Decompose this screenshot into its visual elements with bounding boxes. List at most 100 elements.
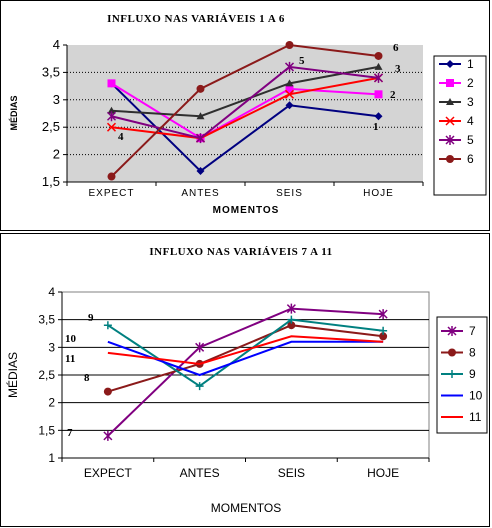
y-tick-label: 2 [48, 396, 55, 410]
y-tick-label: 3 [53, 92, 60, 107]
x-tick-label: ANTES [180, 466, 220, 480]
legend-marker [448, 348, 456, 357]
legend-label: 10 [469, 389, 483, 403]
data-point-3 [196, 112, 205, 120]
data-point-1 [374, 112, 383, 121]
x-tick-label: HOJE [363, 188, 394, 199]
series-line-7 [107, 307, 384, 437]
legend-label: 7 [469, 324, 476, 338]
annotation-3: 3 [395, 63, 401, 75]
data-point-6 [196, 84, 205, 93]
legend-item-4: 4 [439, 114, 474, 128]
legend-marker [446, 79, 454, 87]
data-point-2 [285, 84, 294, 93]
y-tick-label: 3,5 [42, 64, 60, 79]
data-point-1 [196, 167, 205, 176]
legend-label: 1 [467, 57, 474, 71]
data-point-4 [284, 89, 295, 99]
x-tick-label: ANTES [181, 188, 219, 199]
annotation-1: 1 [373, 121, 379, 133]
data-point-2 [107, 79, 116, 88]
legend-item-5: 5 [439, 133, 474, 147]
data-point-8 [287, 321, 296, 330]
y-tick-label: 1 [48, 451, 55, 465]
annotation-7: 7 [67, 427, 73, 439]
data-point-2 [374, 90, 383, 99]
data-point-6 [374, 51, 383, 60]
data-point-7 [103, 430, 113, 441]
y-tick-label: 2,5 [42, 119, 60, 134]
annotation-11: 11 [65, 353, 75, 365]
legend-label: 5 [467, 133, 474, 147]
legend-label: 8 [469, 346, 476, 360]
annotation-6: 6 [393, 42, 399, 54]
series-line-6 [110, 43, 379, 178]
series-line-2 [110, 82, 379, 140]
series-7 [103, 303, 388, 441]
data-point-8 [103, 387, 112, 396]
legend-item-11: 11 [441, 410, 482, 424]
series-8 [103, 321, 388, 396]
y-axis-title: MÉDIAS [5, 352, 20, 398]
annotation-2: 2 [390, 89, 396, 101]
y-tick-label: 4 [53, 37, 60, 52]
legend-marker [446, 60, 454, 68]
x-tick-label: EXPECT [88, 188, 134, 199]
y-axis-title: MÉDIAS [9, 95, 19, 130]
data-point-8 [379, 332, 388, 341]
x-axis-title: MOMENTOS [213, 205, 280, 216]
y-tick-label: 1,5 [38, 423, 55, 437]
y-tick-label: 2,5 [38, 368, 55, 382]
legend [433, 55, 487, 196]
series-11 [107, 335, 384, 365]
legend-marker [447, 326, 457, 336]
chart-variables-1-6: INFLUXO NAS VARIÁVEIS 1 A 6 1,5 2 2,5 3 3,5 4… [9, 13, 487, 216]
legend-marker [446, 98, 454, 105]
data-point-7 [286, 303, 296, 314]
data-point-7 [378, 309, 388, 320]
chart-variables-7-11: INFLUXO NAS VARIÁVEIS 7 A 11 1 1,5 2 2,5 3 3,… [5, 246, 488, 515]
data-point-5 [106, 111, 117, 122]
legend-item-10: 10 [441, 389, 483, 403]
legend-label: 9 [469, 367, 476, 381]
chart-panel-variables-7-11: INFLUXO NAS VARIÁVEIS 7 A 11 1 1,5 2 2,5 3 3,… [0, 233, 490, 527]
chart-title: INFLUXO NAS VARIÁVEIS 1 A 6 [107, 13, 285, 25]
legend-item-3: 3 [439, 95, 474, 109]
x-axis-title: MOMENTOS [211, 501, 281, 515]
annotation-4: 4 [118, 131, 124, 143]
legend-marker [445, 116, 455, 126]
series-3 [107, 62, 383, 120]
data-point-5 [373, 72, 384, 83]
series-9 [103, 315, 388, 391]
y-tick-label: 4 [48, 285, 55, 299]
x-tick-label: EXPECT [84, 466, 133, 480]
data-point-6 [107, 172, 116, 181]
legend-label: 3 [467, 95, 474, 109]
legend-item-9: 9 [441, 367, 476, 381]
data-point-4 [106, 122, 117, 132]
legend-marker [448, 370, 456, 378]
series-line-11 [107, 335, 384, 365]
series-5 [106, 61, 384, 144]
legend-marker [446, 155, 454, 163]
legend-item-8: 8 [441, 346, 476, 360]
x-tick-label: SEIS [278, 466, 305, 480]
annotation-5: 5 [299, 55, 305, 67]
data-point-9 [195, 382, 204, 391]
y-tick-label: 3 [48, 340, 55, 354]
annotation-10: 10 [65, 333, 77, 345]
x-tick-label: HOJE [367, 466, 399, 480]
series-line-8 [107, 324, 384, 393]
y-tick-label: 1,5 [42, 174, 60, 189]
data-point-9 [379, 326, 388, 335]
legend-item-7: 7 [441, 324, 476, 338]
legend-label: 4 [467, 114, 474, 128]
data-point-3 [107, 106, 116, 114]
annotation-9: 9 [88, 312, 94, 324]
y-tick-label: 3,5 [38, 313, 55, 327]
chart-title: INFLUXO NAS VARIÁVEIS 7 A 11 [149, 246, 332, 258]
series-line-5 [111, 65, 379, 140]
series-line-9 [107, 318, 384, 388]
annotation-8: 8 [84, 372, 90, 384]
data-point-9 [103, 321, 112, 330]
